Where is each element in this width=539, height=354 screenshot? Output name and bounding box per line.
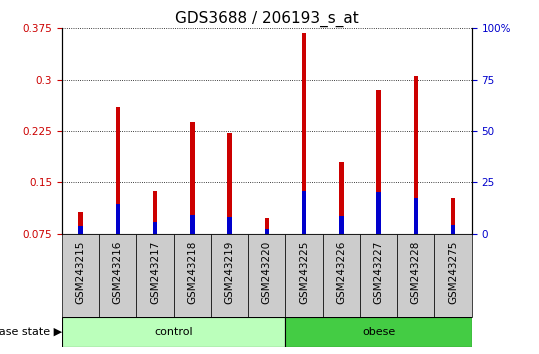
Bar (376, 192, 381, 234)
Text: GSM243218: GSM243218 (188, 240, 197, 304)
Bar (211, 234, 248, 317)
Text: GSM243226: GSM243226 (336, 240, 346, 304)
Title: GDS3688 / 206193_s_at: GDS3688 / 206193_s_at (175, 11, 358, 27)
Bar (413, 198, 418, 234)
Bar (451, 198, 455, 234)
Bar (302, 191, 306, 234)
Text: GSM243215: GSM243215 (75, 240, 86, 304)
Bar (190, 122, 195, 234)
Text: GSM243217: GSM243217 (150, 240, 160, 304)
Text: control: control (154, 327, 193, 337)
Bar (265, 218, 269, 234)
Bar (360, 234, 397, 317)
Bar (99, 234, 136, 317)
Text: GSM243220: GSM243220 (262, 240, 272, 304)
Bar (248, 234, 286, 317)
Bar (136, 234, 174, 317)
Bar (78, 212, 83, 234)
Bar (286, 234, 323, 317)
Bar (174, 234, 211, 317)
Bar (62, 317, 286, 347)
Bar (286, 317, 472, 347)
Text: disease state ▶: disease state ▶ (0, 327, 62, 337)
Bar (153, 222, 157, 234)
Text: GSM243225: GSM243225 (299, 240, 309, 304)
Bar (227, 217, 232, 234)
Bar (413, 76, 418, 234)
Bar (115, 107, 120, 234)
Bar (227, 133, 232, 234)
Bar (190, 215, 195, 234)
Text: GSM243275: GSM243275 (448, 240, 458, 304)
Bar (376, 90, 381, 234)
Bar (115, 204, 120, 234)
Text: GSM243228: GSM243228 (411, 240, 421, 304)
Bar (302, 33, 306, 234)
Bar (62, 234, 99, 317)
Bar (339, 216, 343, 234)
Bar (339, 162, 343, 234)
Bar (434, 234, 472, 317)
Bar (78, 226, 83, 234)
Text: obese: obese (362, 327, 395, 337)
Bar (397, 234, 434, 317)
Text: GSM243216: GSM243216 (113, 240, 123, 304)
Text: GSM243227: GSM243227 (374, 240, 384, 304)
Bar (451, 225, 455, 234)
Bar (323, 234, 360, 317)
Bar (265, 229, 269, 234)
Bar (153, 192, 157, 234)
Text: GSM243219: GSM243219 (225, 240, 234, 304)
